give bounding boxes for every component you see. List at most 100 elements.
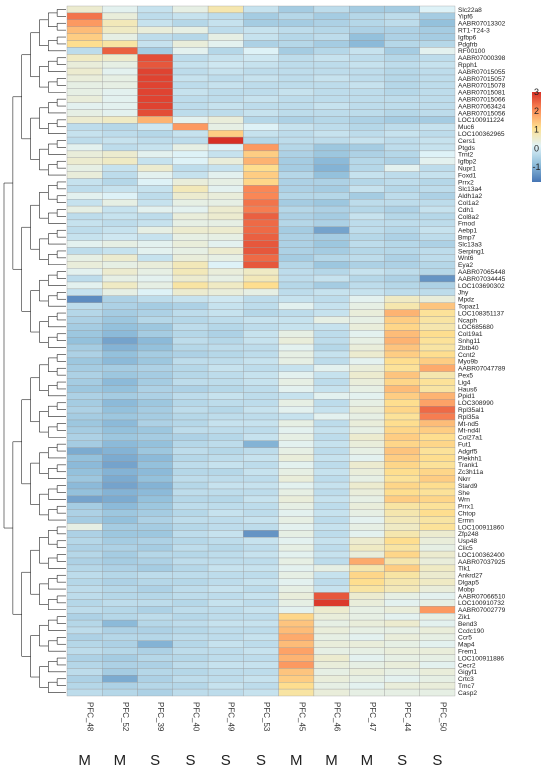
heatmap-cell	[278, 544, 315, 552]
heatmap-cell	[313, 599, 350, 607]
heatmap-cell	[419, 495, 456, 503]
row-label: Chtop	[458, 510, 476, 517]
heatmap-cell	[349, 544, 385, 552]
heatmap-cell	[278, 123, 315, 131]
heatmap-cell	[66, 406, 103, 414]
heatmap-cell	[172, 613, 209, 621]
heatmap-cell	[349, 371, 385, 379]
heatmap-cell	[384, 136, 420, 145]
heatmap-cell	[66, 164, 103, 172]
heatmap-cell	[349, 419, 385, 428]
row-label: LOC100910732	[458, 600, 505, 607]
heatmap-cell	[349, 426, 385, 434]
column-label: PFC_53	[262, 702, 271, 732]
heatmap-cell	[66, 212, 103, 221]
heatmap-cell	[313, 385, 350, 393]
heatmap-cell	[137, 192, 173, 200]
heatmap-cell	[137, 178, 173, 186]
row-label: Nkrr	[458, 476, 471, 483]
heatmap-cell	[419, 205, 456, 214]
heatmap-cell	[172, 495, 209, 503]
heatmap-cell	[137, 440, 173, 448]
heatmap-cell	[419, 19, 456, 27]
row-label: AABR07065448	[458, 269, 506, 276]
heatmap-cell	[349, 592, 385, 600]
heatmap-cell	[102, 12, 138, 20]
heatmap-cell	[313, 378, 350, 386]
heatmap-cell	[172, 261, 209, 269]
group-label: S	[397, 752, 407, 769]
heatmap-cell	[384, 392, 420, 400]
heatmap-cell	[384, 212, 420, 221]
heatmap-cell	[66, 688, 103, 697]
heatmap-cell	[243, 316, 279, 324]
heatmap-cell	[102, 337, 138, 345]
heatmap-cell	[384, 309, 420, 317]
heatmap-cell	[66, 136, 103, 145]
heatmap-cell	[66, 626, 103, 635]
column-label: PFC_47	[368, 702, 377, 732]
heatmap-cell	[172, 81, 209, 89]
heatmap-cell	[419, 516, 456, 524]
heatmap-cell	[207, 578, 244, 586]
heatmap-cell	[66, 130, 103, 138]
heatmap-cell	[207, 433, 244, 441]
heatmap-cell	[243, 509, 279, 517]
heatmap-cell	[349, 288, 385, 296]
heatmap-cell	[313, 185, 350, 193]
heatmap-cell	[313, 406, 350, 414]
heatmap-cell	[66, 433, 103, 441]
heatmap-cell	[313, 668, 350, 676]
heatmap-cell	[172, 688, 209, 697]
heatmap-cell	[384, 378, 420, 386]
heatmap-cell	[207, 47, 244, 55]
heatmap-cell	[243, 544, 279, 552]
heatmap-cell	[313, 675, 350, 683]
heatmap-cell	[66, 509, 103, 517]
group-label: M	[78, 752, 91, 769]
row-label: Col1a2	[458, 200, 479, 207]
heatmap-cell	[278, 433, 315, 441]
row-label: Slc13a3	[458, 241, 482, 248]
heatmap-cell	[384, 571, 420, 579]
heatmap-cell	[278, 357, 315, 365]
heatmap-cell	[207, 178, 244, 186]
row-label: AABR07034445	[458, 276, 506, 283]
heatmap-cell	[207, 557, 244, 566]
heatmap-cell	[102, 468, 138, 476]
heatmap-cell	[66, 502, 103, 510]
heatmap-cell	[313, 461, 350, 469]
heatmap-cell	[278, 406, 315, 414]
heatmap-cell	[278, 233, 315, 241]
heatmap-cell	[349, 323, 385, 331]
heatmap-cell	[313, 626, 350, 635]
heatmap-cell	[243, 109, 279, 117]
heatmap-cell	[243, 33, 279, 41]
heatmap-cell	[66, 61, 103, 69]
group-label: M	[114, 752, 127, 769]
heatmap-cell	[172, 5, 209, 14]
heatmap-cell	[313, 67, 350, 76]
heatmap-cell	[278, 116, 315, 124]
heatmap-cell	[313, 392, 350, 400]
heatmap-cell	[313, 33, 350, 41]
heatmap-cell	[66, 199, 103, 207]
heatmap-cell	[66, 288, 103, 296]
heatmap-cell	[102, 81, 138, 89]
heatmap-cell	[172, 130, 209, 138]
row-label: Mpdz	[458, 297, 474, 304]
heatmap-cell	[278, 426, 315, 434]
row-label: Aldh1a2	[458, 193, 483, 200]
heatmap-cell	[419, 461, 456, 469]
heatmap-cell	[243, 343, 279, 352]
heatmap-cell	[102, 199, 138, 207]
heatmap-cell	[349, 399, 385, 407]
heatmap-cell	[419, 613, 456, 621]
heatmap-cell	[384, 178, 420, 186]
row-label: Clic5	[458, 545, 473, 552]
heatmap-cell	[278, 74, 315, 83]
heatmap-cell	[207, 337, 244, 345]
heatmap-cell	[419, 47, 456, 55]
heatmap-cell	[313, 143, 350, 152]
heatmap-cell	[102, 233, 138, 241]
